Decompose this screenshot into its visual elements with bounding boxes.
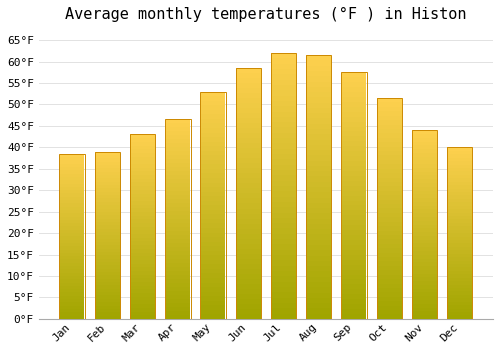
Bar (412, 130, 437, 319)
Bar (271, 53, 296, 319)
Title: Average monthly temperatures (°F ) in Histon: Average monthly temperatures (°F ) in Hi… (65, 7, 466, 22)
Bar (236, 68, 261, 319)
Bar (200, 92, 226, 319)
Bar (376, 98, 402, 319)
Bar (306, 55, 332, 319)
Bar (165, 119, 190, 319)
Bar (447, 147, 472, 319)
Bar (342, 72, 366, 319)
Bar (60, 154, 85, 319)
Bar (94, 152, 120, 319)
Bar (130, 134, 156, 319)
